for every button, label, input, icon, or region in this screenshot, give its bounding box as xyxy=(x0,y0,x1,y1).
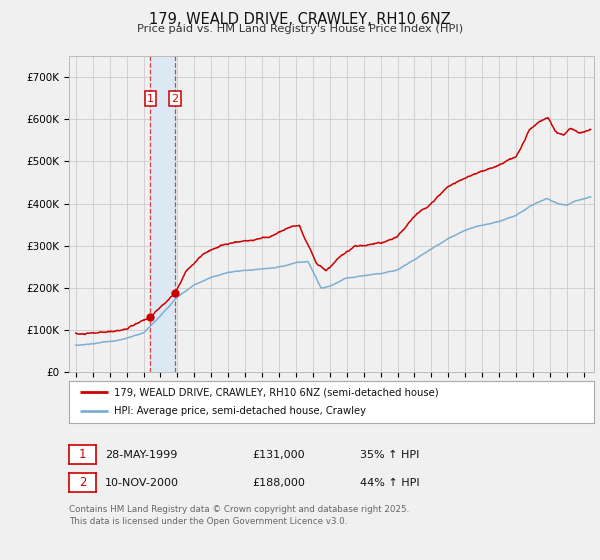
Text: 44% ↑ HPI: 44% ↑ HPI xyxy=(360,478,419,488)
Text: 1: 1 xyxy=(79,448,86,461)
Text: Price paid vs. HM Land Registry's House Price Index (HPI): Price paid vs. HM Land Registry's House … xyxy=(137,24,463,34)
Text: 2: 2 xyxy=(79,476,86,489)
Text: 179, WEALD DRIVE, CRAWLEY, RH10 6NZ (semi-detached house): 179, WEALD DRIVE, CRAWLEY, RH10 6NZ (sem… xyxy=(113,387,438,397)
Text: £131,000: £131,000 xyxy=(252,450,305,460)
Text: 35% ↑ HPI: 35% ↑ HPI xyxy=(360,450,419,460)
Text: 10-NOV-2000: 10-NOV-2000 xyxy=(105,478,179,488)
Text: 1: 1 xyxy=(147,94,154,104)
Text: £188,000: £188,000 xyxy=(252,478,305,488)
Text: HPI: Average price, semi-detached house, Crawley: HPI: Average price, semi-detached house,… xyxy=(113,407,365,417)
Text: Contains HM Land Registry data © Crown copyright and database right 2025.
This d: Contains HM Land Registry data © Crown c… xyxy=(69,505,409,526)
Text: 179, WEALD DRIVE, CRAWLEY, RH10 6NZ: 179, WEALD DRIVE, CRAWLEY, RH10 6NZ xyxy=(149,12,451,27)
Bar xyxy=(151,56,175,372)
Text: 2: 2 xyxy=(172,94,179,104)
Text: 28-MAY-1999: 28-MAY-1999 xyxy=(105,450,178,460)
